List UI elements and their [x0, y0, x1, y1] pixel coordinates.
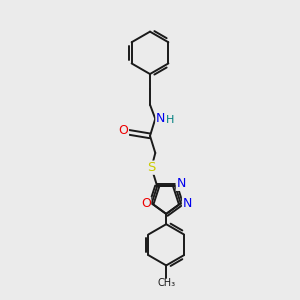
Text: CH₃: CH₃ [157, 278, 175, 288]
Text: H: H [166, 115, 174, 125]
Text: N: N [182, 197, 192, 210]
Text: S: S [147, 161, 156, 174]
Text: N: N [156, 112, 165, 125]
Text: N: N [176, 177, 186, 190]
Text: O: O [118, 124, 128, 137]
Text: O: O [141, 197, 151, 210]
